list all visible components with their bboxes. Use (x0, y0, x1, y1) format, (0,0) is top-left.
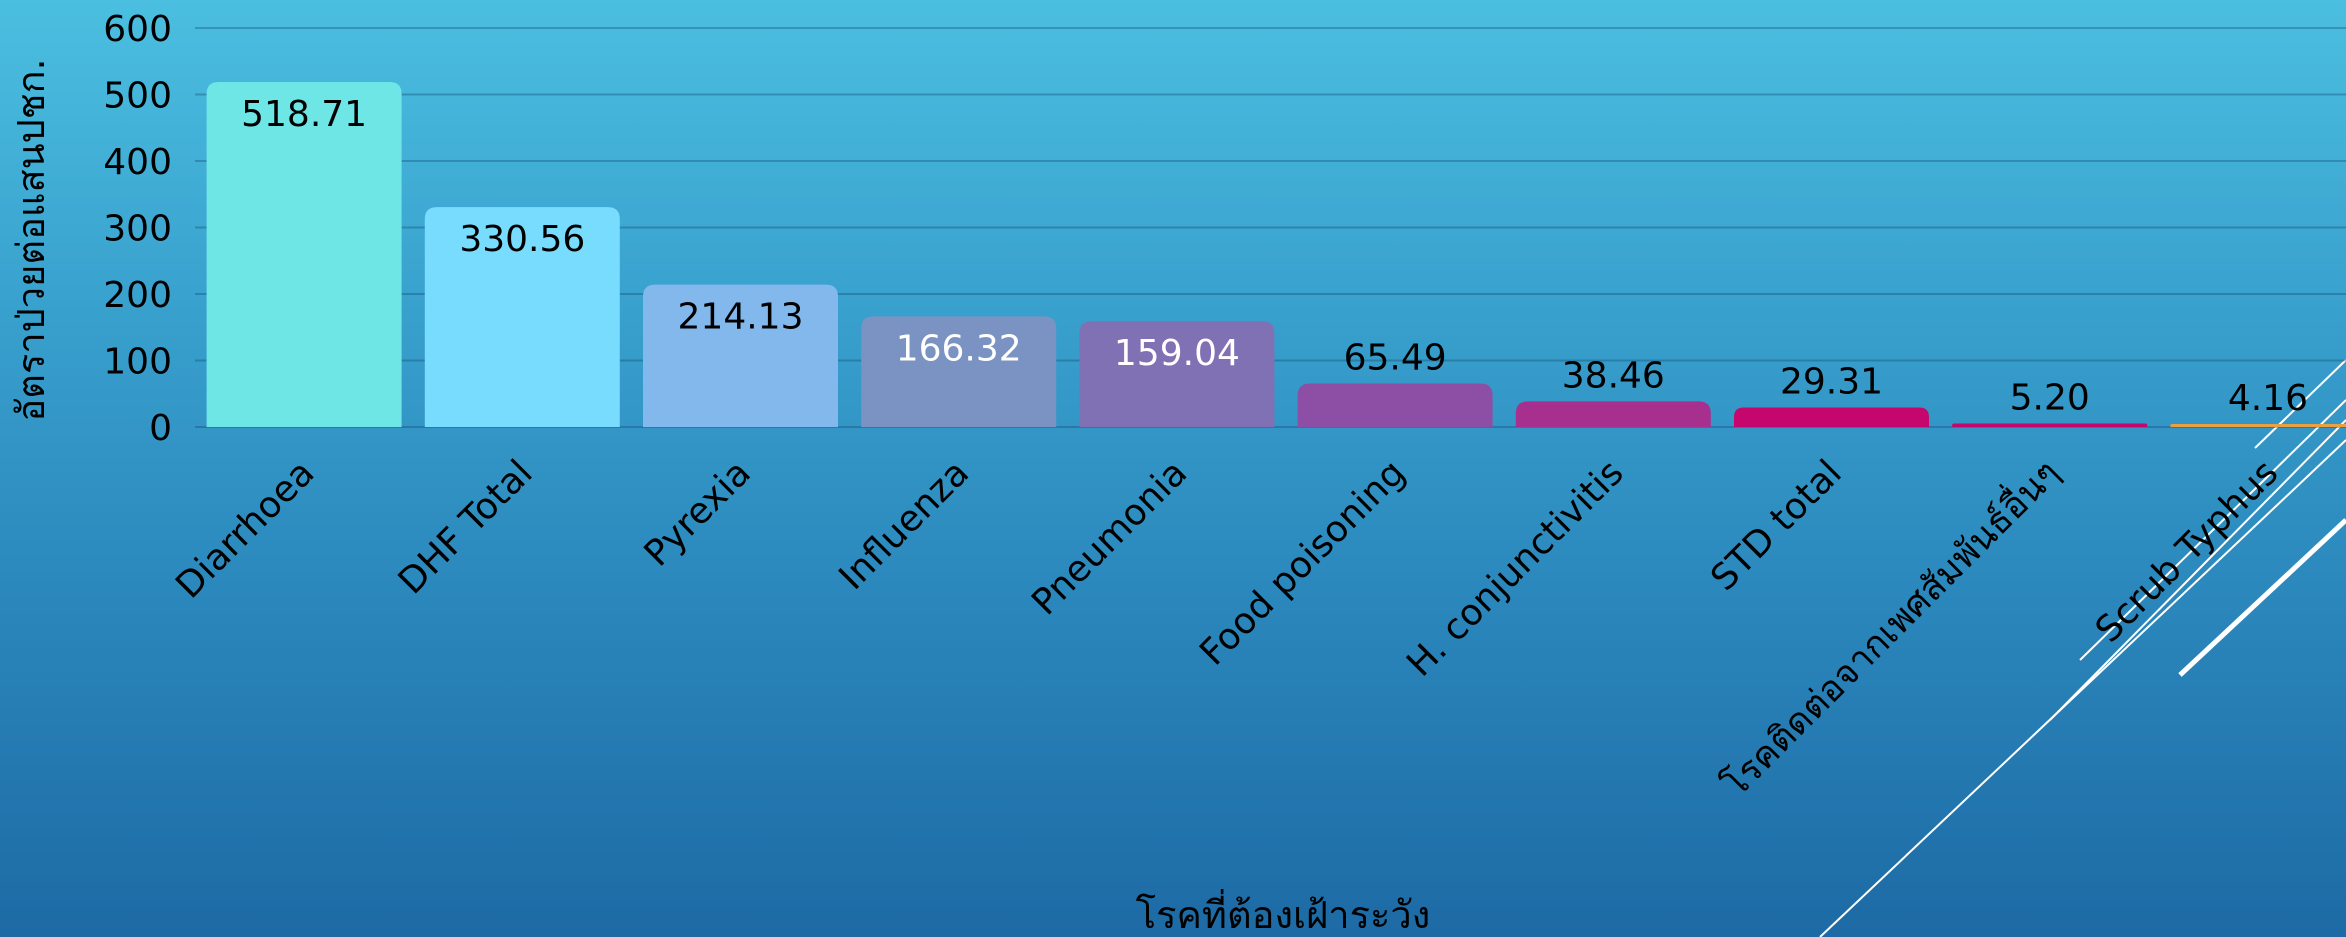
x-tick-label: Diarrhoea (168, 452, 322, 606)
x-axis-label: โรคที่ต้องเฝ้าระวัง (1136, 889, 1431, 937)
x-tick-label: Scrub Typhus (2088, 452, 2286, 650)
bar (206, 82, 402, 427)
y-tick-label: 500 (103, 76, 172, 117)
bar (424, 207, 620, 427)
x-tick-label: STD total (1703, 452, 1850, 599)
bar (1515, 401, 1711, 427)
bars (206, 82, 2346, 427)
x-tick-label: H. conjunctivitis (1399, 452, 1631, 684)
data-label: 166.32 (896, 328, 1022, 369)
x-tick-label: Food poisoning (1192, 452, 1413, 673)
x-tick-label: DHF Total (391, 452, 541, 602)
y-axis-label: อัตราป่วยต่อแสนปชก. (9, 58, 53, 421)
x-tick-labels: Diarrhoea DHF Total Pyrexia Influenza Pneumo… (168, 449, 2286, 805)
data-label: 38.46 (1562, 355, 1665, 396)
data-label: 65.49 (1344, 337, 1447, 378)
bar (1952, 423, 2148, 427)
bar (1297, 383, 1493, 427)
bar (1734, 407, 1929, 427)
data-label: 214.13 (678, 297, 804, 338)
data-label: 29.31 (1780, 362, 1883, 403)
data-label: 5.20 (2010, 378, 2090, 419)
data-labels: 518.71 330.56 214.13 166.32 159.04 65.49 38.46… (241, 94, 2308, 419)
y-tick-label: 200 (103, 275, 172, 316)
y-tick-labels: 0 100 200 300 400 500 600 (103, 9, 172, 449)
data-label: 518.71 (241, 94, 367, 135)
y-tick-label: 400 (103, 142, 172, 183)
y-tick-label: 100 (103, 342, 172, 383)
x-tick-label: Pyrexia (637, 452, 759, 574)
y-tick-label: 300 (103, 209, 172, 250)
bar (2170, 424, 2346, 427)
y-tick-label: 0 (149, 408, 172, 449)
x-tick-label: Influenza (831, 452, 977, 598)
bar (861, 316, 1057, 427)
data-label: 4.16 (2228, 378, 2308, 419)
bar (1079, 321, 1275, 427)
y-tick-label: 600 (103, 9, 172, 50)
decorative-lines (1819, 359, 2346, 937)
data-label: 330.56 (459, 219, 585, 260)
x-tick-label: Pneumonia (1024, 452, 1195, 623)
bar (643, 284, 838, 427)
data-label: 159.04 (1114, 333, 1240, 374)
